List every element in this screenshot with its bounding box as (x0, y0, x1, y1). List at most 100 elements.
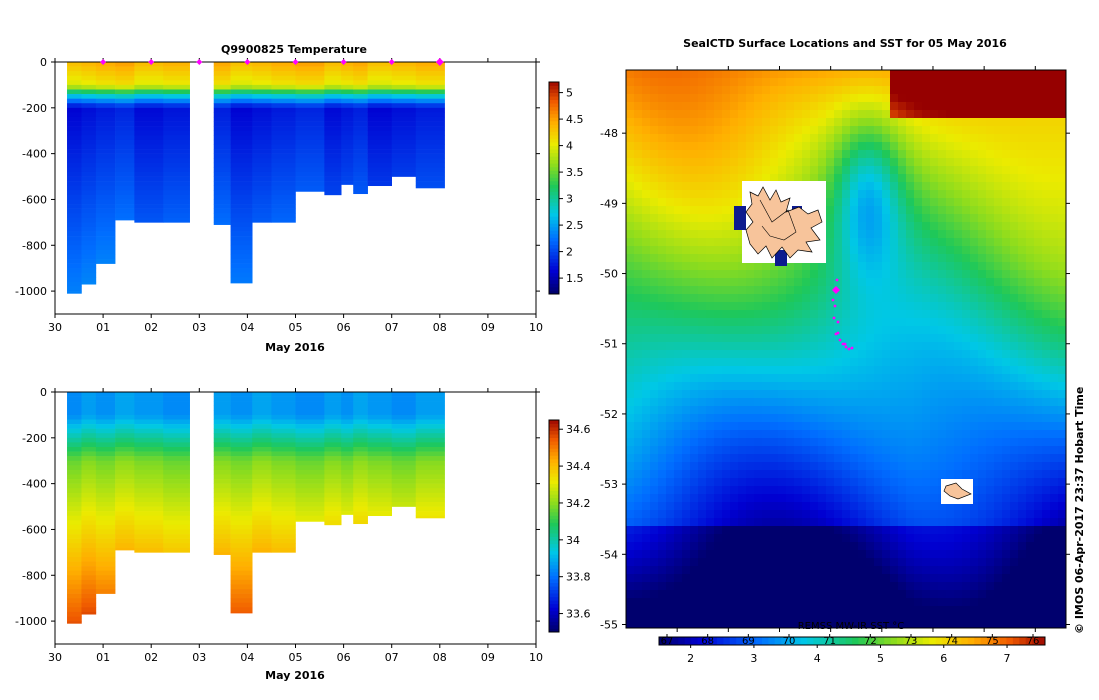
sst-cell (754, 166, 763, 175)
sst-cell (994, 510, 1003, 519)
profile-cell (115, 199, 135, 205)
profile-cell (95, 424, 116, 429)
profile-cell (67, 401, 82, 407)
sst-cell (914, 342, 923, 351)
sst-cell (802, 342, 811, 351)
sst-cell (858, 566, 867, 575)
sst-cell (986, 278, 995, 287)
profile-cell (67, 593, 82, 599)
profile-cell (415, 465, 445, 471)
sst-cell (946, 254, 955, 263)
sst-cell (714, 446, 723, 455)
sst-cell (634, 174, 643, 183)
colorbar-segment (549, 117, 559, 122)
sst-cell (802, 262, 811, 271)
sst-cell (746, 310, 755, 319)
profile-cell (115, 153, 135, 159)
sst-cell (626, 318, 635, 327)
sst-cell (850, 158, 859, 167)
profile-cell (134, 446, 164, 452)
sst-cell (834, 566, 843, 575)
sst-cell (850, 566, 859, 575)
sst-cell (858, 382, 867, 391)
sst-cell (1002, 262, 1011, 271)
profile-cell (295, 107, 325, 113)
sst-cell (818, 142, 827, 151)
profile-cell (295, 121, 325, 127)
sst-cell (986, 166, 995, 175)
sst-cell (1026, 262, 1035, 271)
sst-cell (954, 574, 963, 583)
sst-cell (754, 422, 763, 431)
sst-cell (994, 454, 1003, 463)
sst-cell (1002, 494, 1011, 503)
profile-cell (95, 506, 116, 512)
sst-cell (954, 182, 963, 191)
sst-cell (626, 214, 635, 223)
profile-cell (252, 213, 272, 219)
y-tick-label: -800 (22, 569, 47, 582)
sst-cell (722, 238, 731, 247)
sst-cell (818, 422, 827, 431)
sst-cell (794, 158, 803, 167)
sst-cell (994, 502, 1003, 511)
sst-cell (642, 286, 651, 295)
profile-cell (271, 392, 296, 397)
x-tick-label: 30 (48, 321, 62, 334)
profile-cell (67, 479, 82, 484)
sst-cell (746, 374, 755, 383)
sst-cell (730, 350, 739, 359)
sst-cell (1026, 454, 1035, 463)
sst-cell (794, 422, 803, 431)
colorbar-segment (549, 219, 559, 224)
sst-cell (938, 222, 947, 231)
profile-cell (230, 433, 253, 439)
sst-cell (914, 230, 923, 239)
profile-cell (67, 94, 82, 99)
profile-cell (134, 66, 164, 72)
sst-cell (874, 518, 883, 527)
profile-cell (163, 112, 190, 118)
sst-cell (922, 446, 931, 455)
sst-cell (746, 550, 755, 559)
x-tick-label: 02 (144, 651, 158, 664)
profile-cell (367, 62, 392, 67)
sst-cell (1050, 326, 1059, 335)
sst-cell (970, 518, 979, 527)
sst-cell (674, 198, 683, 207)
sst-cell (1002, 366, 1011, 375)
sst-cell (946, 446, 955, 455)
sst-cell (1026, 366, 1035, 375)
sst-cell (1018, 366, 1027, 375)
profile-cell (271, 130, 296, 136)
profile-cell (341, 460, 354, 466)
sst-cell (770, 110, 779, 119)
sst-cell (858, 302, 867, 311)
sst-cell (826, 294, 835, 303)
sst-cell (826, 222, 835, 231)
sst-cell (978, 78, 987, 87)
sst-cell (1050, 446, 1059, 455)
sst-cell (898, 270, 907, 279)
sst-cell (666, 126, 675, 135)
sst-cell (962, 150, 971, 159)
sst-cell (954, 86, 963, 95)
sst-cell (834, 246, 843, 255)
sst-cell (970, 262, 979, 271)
sst-cell (666, 78, 675, 87)
profile-cell (115, 469, 135, 475)
sst-cell (690, 406, 699, 415)
sst-cell (626, 206, 635, 215)
sst-cell (890, 558, 899, 567)
profile-cell (67, 259, 82, 264)
y-tick-label: -200 (22, 432, 47, 445)
sst-cell (858, 78, 867, 87)
sst-cell (626, 478, 635, 487)
sst-cell (690, 70, 699, 79)
sst-cell (794, 302, 803, 311)
sst-cell (938, 342, 947, 351)
sst-cell (930, 438, 939, 447)
sst-cell (970, 254, 979, 263)
sst-cell (978, 102, 987, 111)
profile-cell (67, 190, 82, 196)
